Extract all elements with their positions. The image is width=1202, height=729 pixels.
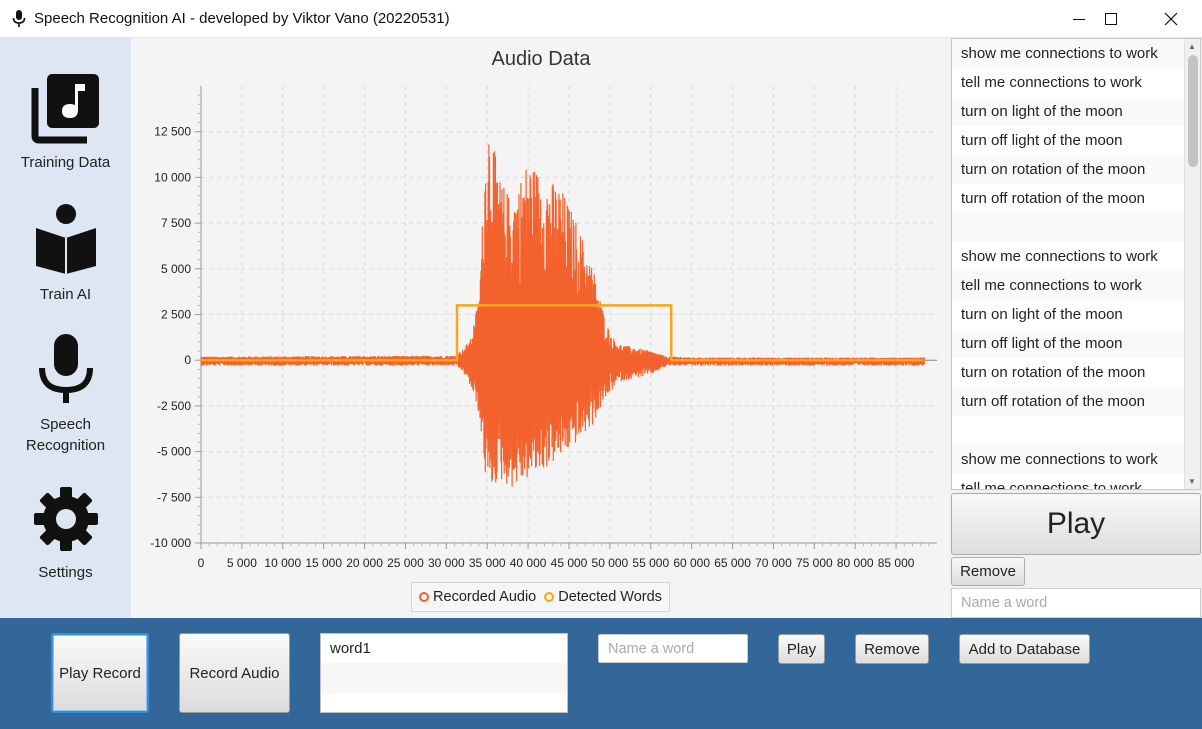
y-tick-label: -5 000 — [157, 445, 191, 459]
y-tick-label: -2 500 — [157, 399, 191, 413]
y-tick-label: 7 500 — [161, 216, 191, 230]
list-item[interactable]: tell me connections to work — [952, 474, 1200, 489]
audio-chart: 0 5 000 10 000 15 000 20 000 25 000 30 000 35 0… — [150, 48, 937, 570]
y-tick-label: 5 000 — [161, 262, 191, 276]
x-tick-label: 65 000 — [714, 556, 751, 570]
legend-marker — [419, 592, 430, 602]
y-tick-label: 0 — [184, 353, 191, 367]
title-bar: Speech Recognition AI - developed by Vik… — [0, 0, 1202, 38]
sentence-rows: show me connections to work tell me conne… — [952, 39, 1200, 489]
x-tick-label: 60 000 — [673, 556, 710, 570]
x-tick-label: 50 000 — [592, 556, 629, 570]
minimize-icon — [1073, 19, 1085, 20]
scroll-up-icon[interactable]: ▲ — [1188, 42, 1196, 51]
list-item[interactable]: word1 — [330, 640, 371, 657]
sidebar-item-label: Recognition — [25, 437, 106, 454]
sidebar-item-label: Speech — [40, 416, 91, 433]
play-button[interactable]: Play — [951, 493, 1201, 555]
scroll-thumb[interactable] — [1188, 55, 1198, 167]
sidebar-item-label: Settings — [38, 564, 93, 581]
list-item[interactable]: turn off rotation of the moon — [952, 387, 1200, 416]
list-item[interactable] — [321, 663, 567, 693]
sidebar: Training Data Train AI Speech Recognitio… — [0, 38, 131, 618]
chart-title: Audio Data — [492, 48, 592, 70]
microphone-icon — [12, 10, 26, 27]
minimize-button[interactable] — [1048, 0, 1110, 38]
list-item[interactable]: tell me connections to work — [952, 271, 1200, 300]
maximize-icon — [1105, 13, 1117, 25]
x-tick-label: 40 000 — [510, 556, 547, 570]
list-item[interactable]: show me connections to work — [952, 445, 1200, 474]
detected-words-series — [201, 304, 925, 362]
list-item[interactable]: turn off light of the moon — [952, 329, 1200, 358]
list-item[interactable]: turn off light of the moon — [952, 126, 1200, 155]
legend-label: Detected Words — [558, 589, 662, 605]
y-tick-label: 2 500 — [161, 308, 191, 322]
x-tick-label: 5 000 — [227, 556, 257, 570]
list-item[interactable]: turn on light of the moon — [952, 300, 1200, 329]
reader-icon — [35, 204, 96, 274]
x-tick-label: 20 000 — [346, 556, 383, 570]
scroll-down-icon[interactable]: ▼ — [1188, 477, 1196, 486]
close-button[interactable] — [1140, 0, 1202, 38]
scrollbar[interactable]: ▲ ▼ — [1184, 39, 1200, 489]
play-word-button[interactable]: Play — [778, 634, 825, 664]
list-item[interactable]: turn on rotation of the moon — [952, 155, 1200, 184]
sidebar-item-speech-recognition[interactable]: Speech Recognition — [0, 334, 131, 456]
name-word-input[interactable] — [951, 588, 1201, 618]
chart-panel: 0 5 000 10 000 15 000 20 000 25 000 30 000 35 0… — [131, 38, 949, 618]
x-tick-label: 10 000 — [264, 556, 301, 570]
x-tick-label: 15 000 — [305, 556, 342, 570]
list-item[interactable]: turn on rotation of the moon — [952, 358, 1200, 387]
sentence-list[interactable]: show me connections to work tell me conne… — [951, 38, 1201, 490]
x-tick-label: 70 000 — [755, 556, 792, 570]
x-tick-label: 30 000 — [428, 556, 465, 570]
window-title: Speech Recognition AI - developed by Vik… — [34, 10, 450, 27]
microphone-icon — [38, 334, 93, 403]
x-tick-label: 55 000 — [632, 556, 669, 570]
legend-item-recorded-audio: Recorded Audio — [419, 589, 536, 605]
record-audio-button[interactable]: Record Audio — [179, 633, 290, 713]
sidebar-item-label: Training Data — [20, 154, 111, 171]
sidebar-item-label: Train AI — [39, 286, 92, 303]
y-tick-label: 10 000 — [154, 170, 191, 184]
x-tick-label: 35 000 — [469, 556, 506, 570]
close-icon — [1164, 12, 1178, 26]
remove-button[interactable]: Remove — [951, 557, 1025, 586]
list-item[interactable]: show me connections to work — [952, 242, 1200, 271]
gear-icon — [33, 487, 98, 551]
y-tick-label: -10 000 — [150, 536, 191, 550]
bottom-toolbar: Play Record Record Audio word1 Play Remo… — [0, 618, 1202, 729]
recorded-audio-series — [200, 144, 926, 487]
name-word-input[interactable] — [598, 634, 748, 663]
sidebar-item-settings[interactable]: Settings — [0, 486, 131, 583]
list-item[interactable]: turn on light of the moon — [952, 97, 1200, 126]
x-tick-label: 25 000 — [387, 556, 424, 570]
maximize-button[interactable] — [1080, 0, 1142, 38]
x-tick-label: 0 — [198, 556, 205, 570]
list-item[interactable]: turn off rotation of the moon — [952, 184, 1200, 213]
x-tick-label: 80 000 — [837, 556, 874, 570]
legend-item-detected-words: Detected Words — [544, 589, 662, 605]
right-panel: show me connections to work tell me conne… — [949, 38, 1202, 618]
x-tick-label: 75 000 — [796, 556, 833, 570]
play-record-button[interactable]: Play Record — [51, 633, 149, 713]
add-to-database-button[interactable]: Add to Database — [959, 634, 1090, 664]
chart-legend: Recorded Audio Detected Words — [411, 582, 670, 612]
list-item[interactable]: tell me connections to work — [952, 68, 1200, 97]
list-item[interactable] — [952, 416, 1200, 445]
word-list[interactable]: word1 — [320, 633, 568, 713]
legend-marker — [544, 592, 555, 602]
legend-label: Recorded Audio — [433, 589, 537, 605]
sidebar-item-training-data[interactable]: Training Data — [0, 72, 131, 173]
list-item[interactable]: show me connections to work — [952, 39, 1200, 68]
remove-word-button[interactable]: Remove — [855, 634, 929, 664]
y-tick-label: -7 500 — [157, 490, 191, 504]
y-tick-label: 12 500 — [154, 125, 191, 139]
list-item[interactable] — [952, 213, 1200, 242]
x-tick-label: 45 000 — [551, 556, 588, 570]
music-library-icon — [31, 74, 99, 144]
x-tick-label: 85 000 — [878, 556, 915, 570]
sidebar-item-train-ai[interactable]: Train AI — [0, 204, 131, 305]
